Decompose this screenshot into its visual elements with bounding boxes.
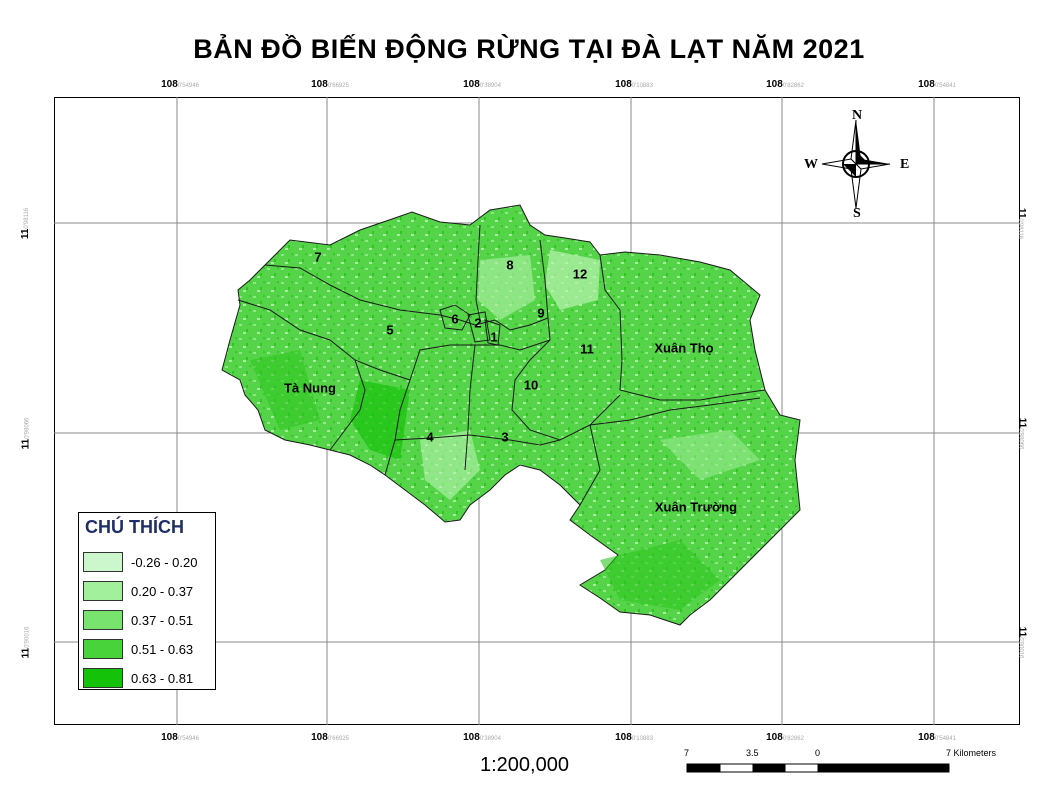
legend-title: CHÚ THÍCH [85,517,184,537]
region-label-7: 7 [314,249,322,265]
north-arrow: N S E W [800,108,912,221]
region-label-3: 3 [501,429,509,445]
legend-label: 0.63 - 0.81 [131,671,194,686]
region-label-9: 9 [537,305,545,321]
legend: CHÚ THÍCH -0.26 - 0.20 0.20 - 0.37 0.37 … [78,512,216,690]
region-label-xuan-tho: Xuân Thọ [654,340,714,356]
compass-s: S [853,206,861,221]
legend-swatch [83,639,123,659]
legend-label: 0.37 - 0.51 [131,613,194,628]
legend-label: 0.51 - 0.63 [131,642,194,657]
compass-rose-icon [821,119,891,209]
grid-tick-bottom-5: 1080'82862 [766,732,804,743]
legend-swatch [83,610,123,630]
grid-tick-top-1: 1080'54946 [161,79,199,90]
map-frame [54,97,1020,725]
grid-tick-bottom-2: 1080'66925 [311,732,349,743]
grid-tick-top-5: 1080'82862 [766,79,804,90]
scale-bar [686,763,950,773]
grid-tick-right-3: 110'90016 [1016,626,1028,659]
grid-tick-top-2: 1080'66925 [311,79,349,90]
region-label-11: 11 [580,341,594,357]
map-title: BẢN ĐỒ BIẾN ĐỘNG RỪNG TẠI ĐÀ LẠT NĂM 202… [193,34,865,64]
legend-swatch [83,581,123,601]
grid-tick-left-2: 110'98066 [20,417,32,450]
legend-swatch [83,552,123,572]
grid-tick-bottom-3: 1080'38904 [463,732,501,743]
region-label-1: 1 [490,329,498,345]
grid-tick-top-3: 1080'38904 [463,79,501,90]
grid-tick-left-3: 110'90016 [20,626,32,659]
region-label-4: 4 [426,429,434,445]
region-label-8: 8 [506,257,514,273]
grid-tick-top-6: 1080'54841 [918,79,956,90]
grid-tick-left-1: 110'98116 [20,207,32,240]
region-label-12: 12 [572,266,588,282]
scale-label: 3.5 [746,748,759,758]
scale-label: 7 Kilometers [946,748,997,758]
ward-boundaries [237,224,766,506]
compass-n: N [852,108,863,123]
compass-e: E [900,157,910,172]
study-area [221,204,801,626]
region-label-6: 6 [451,311,459,327]
grid-tick-top-4: 1080'10883 [615,79,653,90]
region-label-5: 5 [386,322,394,338]
region-label-ta-nung: Tà Nung [284,380,336,396]
scale-label: 0 [815,748,821,758]
legend-label: -0.26 - 0.20 [131,555,198,570]
region-label-2: 2 [474,315,482,331]
region-label-10: 10 [523,377,539,393]
region-label-xuan-truong: Xuân Trường [654,499,738,515]
scale-ratio: 1:200,000 [480,754,569,776]
grid-tick-bottom-6: 1080'54841 [918,732,956,743]
grid-tick-right-1: 110'98116 [1016,207,1028,240]
grid-tick-bottom-4: 1080'10883 [615,732,653,743]
legend-swatch [83,668,123,688]
compass-w: W [804,157,818,172]
legend-label: 0.20 - 0.37 [131,584,194,599]
grid-tick-bottom-1: 1080'54946 [161,732,199,743]
grid-tick-right-2: 110'98066 [1016,417,1028,450]
scale-label: 7 [684,748,690,758]
